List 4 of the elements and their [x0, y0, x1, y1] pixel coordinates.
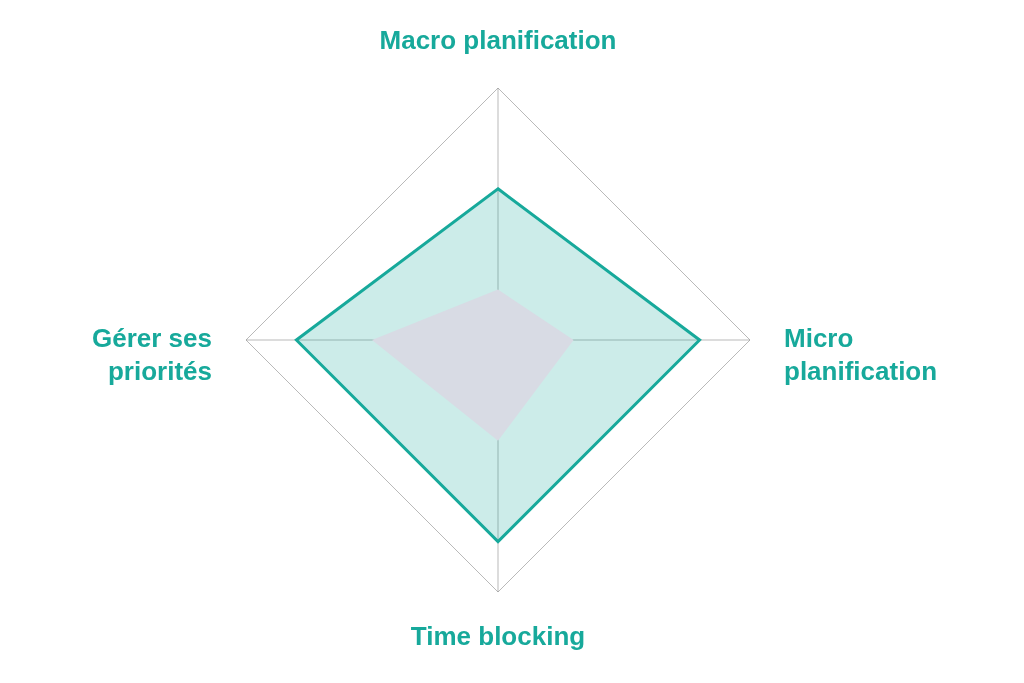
- spoke-label: Time blocking: [410, 620, 586, 651]
- spoke-label: Macro planification: [379, 24, 617, 55]
- spoke-label: Micro planification: [784, 322, 938, 386]
- spoke-label: Gérer ses priorités: [92, 322, 212, 386]
